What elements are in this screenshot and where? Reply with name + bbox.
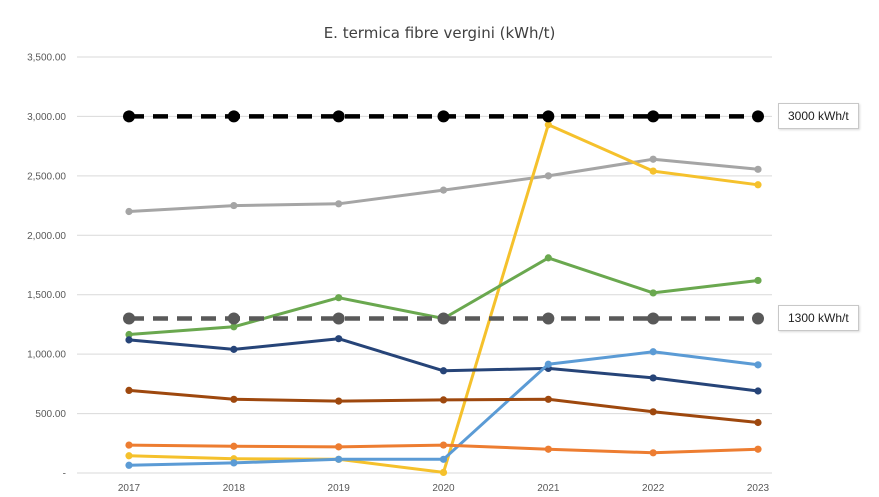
series-point-2: [544, 254, 552, 262]
series-point-1: [754, 181, 762, 189]
series-point-0: [230, 201, 238, 210]
series-point-4: [649, 348, 657, 356]
series-point-4: [335, 455, 343, 463]
series-point-0: [125, 207, 133, 216]
series-line-3: [128, 337, 759, 393]
reference-point-0: [542, 110, 555, 123]
series-point-5: [335, 397, 343, 405]
reference-point-1: [227, 312, 240, 325]
series-point-1: [544, 121, 552, 129]
reference-point-1: [752, 312, 764, 325]
series-point-3: [754, 387, 762, 395]
series-point-6: [125, 441, 133, 449]
series-point-0: [649, 155, 657, 163]
reference-label-3000: 3000 kWh/t: [778, 103, 859, 130]
reference-label-1300: 1300 kWh/t: [778, 305, 859, 332]
series-point-1: [439, 468, 448, 477]
y-tick-label: -: [63, 469, 66, 480]
series-point-6: [335, 443, 343, 451]
series-point-3: [439, 367, 448, 375]
series-point-4: [754, 361, 762, 369]
reference-point-0: [647, 110, 660, 123]
y-tick-label: 3,500.00: [27, 53, 66, 64]
series-point-6: [649, 449, 657, 457]
series-point-1: [649, 167, 657, 175]
series-point-2: [335, 294, 343, 302]
reference-point-0: [437, 110, 450, 123]
series-point-2: [125, 330, 133, 339]
series-point-6: [754, 445, 762, 453]
series-point-4: [125, 461, 133, 469]
reference-point-0: [752, 110, 764, 123]
series-point-4: [544, 360, 552, 368]
x-tick-label: 2020: [432, 483, 455, 494]
series-point-2: [754, 276, 762, 285]
reference-point-0: [332, 110, 345, 123]
series-line-1: [128, 123, 759, 474]
series-point-3: [649, 374, 657, 382]
series-point-5: [439, 396, 448, 404]
reference-point-1: [437, 312, 450, 325]
y-tick-label: 1,000.00: [27, 350, 66, 361]
chart-title: E. termica fibre vergini (kWh/t): [323, 24, 556, 42]
series-line-0: [128, 157, 759, 213]
y-tick-label: 3,000.00: [27, 112, 66, 123]
series-point-2: [649, 289, 657, 297]
series-point-6: [544, 445, 552, 453]
x-tick-label: 2018: [223, 483, 246, 494]
x-tick-label: 2022: [642, 483, 665, 494]
series-point-0: [544, 172, 552, 180]
x-tick-label: 2019: [328, 483, 351, 494]
series-line-5: [128, 388, 759, 424]
series-point-0: [335, 200, 343, 208]
reference-point-0: [227, 110, 240, 123]
y-tick-label: 1,500.00: [27, 290, 66, 301]
series-point-5: [544, 395, 552, 403]
series-point-4: [230, 459, 238, 467]
series-point-0: [439, 186, 448, 194]
series-point-2: [230, 323, 238, 331]
series-point-5: [230, 395, 238, 403]
x-tick-label: 2017: [118, 483, 141, 494]
x-tick-label: 2021: [537, 483, 560, 494]
x-tick-label: 2023: [747, 483, 770, 494]
reference-point-1: [647, 312, 660, 325]
series-point-6: [439, 441, 448, 449]
series-point-5: [125, 386, 133, 394]
series-point-5: [649, 408, 657, 416]
series-point-3: [125, 336, 133, 344]
reference-point-1: [542, 312, 555, 325]
reference-point-1: [123, 312, 135, 325]
series-point-3: [335, 335, 343, 343]
series-point-1: [125, 452, 133, 460]
series-point-4: [439, 455, 448, 463]
reference-point-0: [123, 110, 135, 123]
y-tick-label: 2,500.00: [27, 171, 66, 182]
series-point-6: [230, 442, 238, 450]
series-point-3: [230, 345, 238, 353]
series-point-5: [754, 418, 762, 427]
reference-point-1: [332, 312, 345, 325]
series-point-0: [754, 165, 762, 173]
y-tick-label: 2,000.00: [27, 231, 66, 242]
y-tick-label: 500.00: [35, 409, 66, 420]
